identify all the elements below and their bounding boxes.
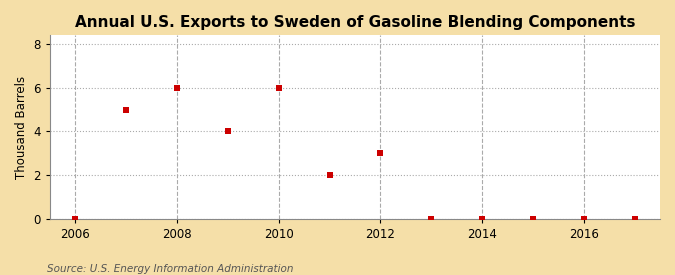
Point [578, 216, 589, 221]
Point [629, 216, 640, 221]
Point [273, 86, 284, 90]
Point [426, 216, 437, 221]
Y-axis label: Thousand Barrels: Thousand Barrels [15, 75, 28, 178]
Point [121, 107, 132, 112]
Point [70, 216, 81, 221]
Point [324, 173, 335, 177]
Point [528, 216, 539, 221]
Title: Annual U.S. Exports to Sweden of Gasoline Blending Components: Annual U.S. Exports to Sweden of Gasolin… [75, 15, 635, 30]
Point [223, 129, 234, 134]
Point [375, 151, 386, 155]
Point [171, 86, 182, 90]
Text: Source: U.S. Energy Information Administration: Source: U.S. Energy Information Administ… [47, 264, 294, 274]
Point [477, 216, 487, 221]
